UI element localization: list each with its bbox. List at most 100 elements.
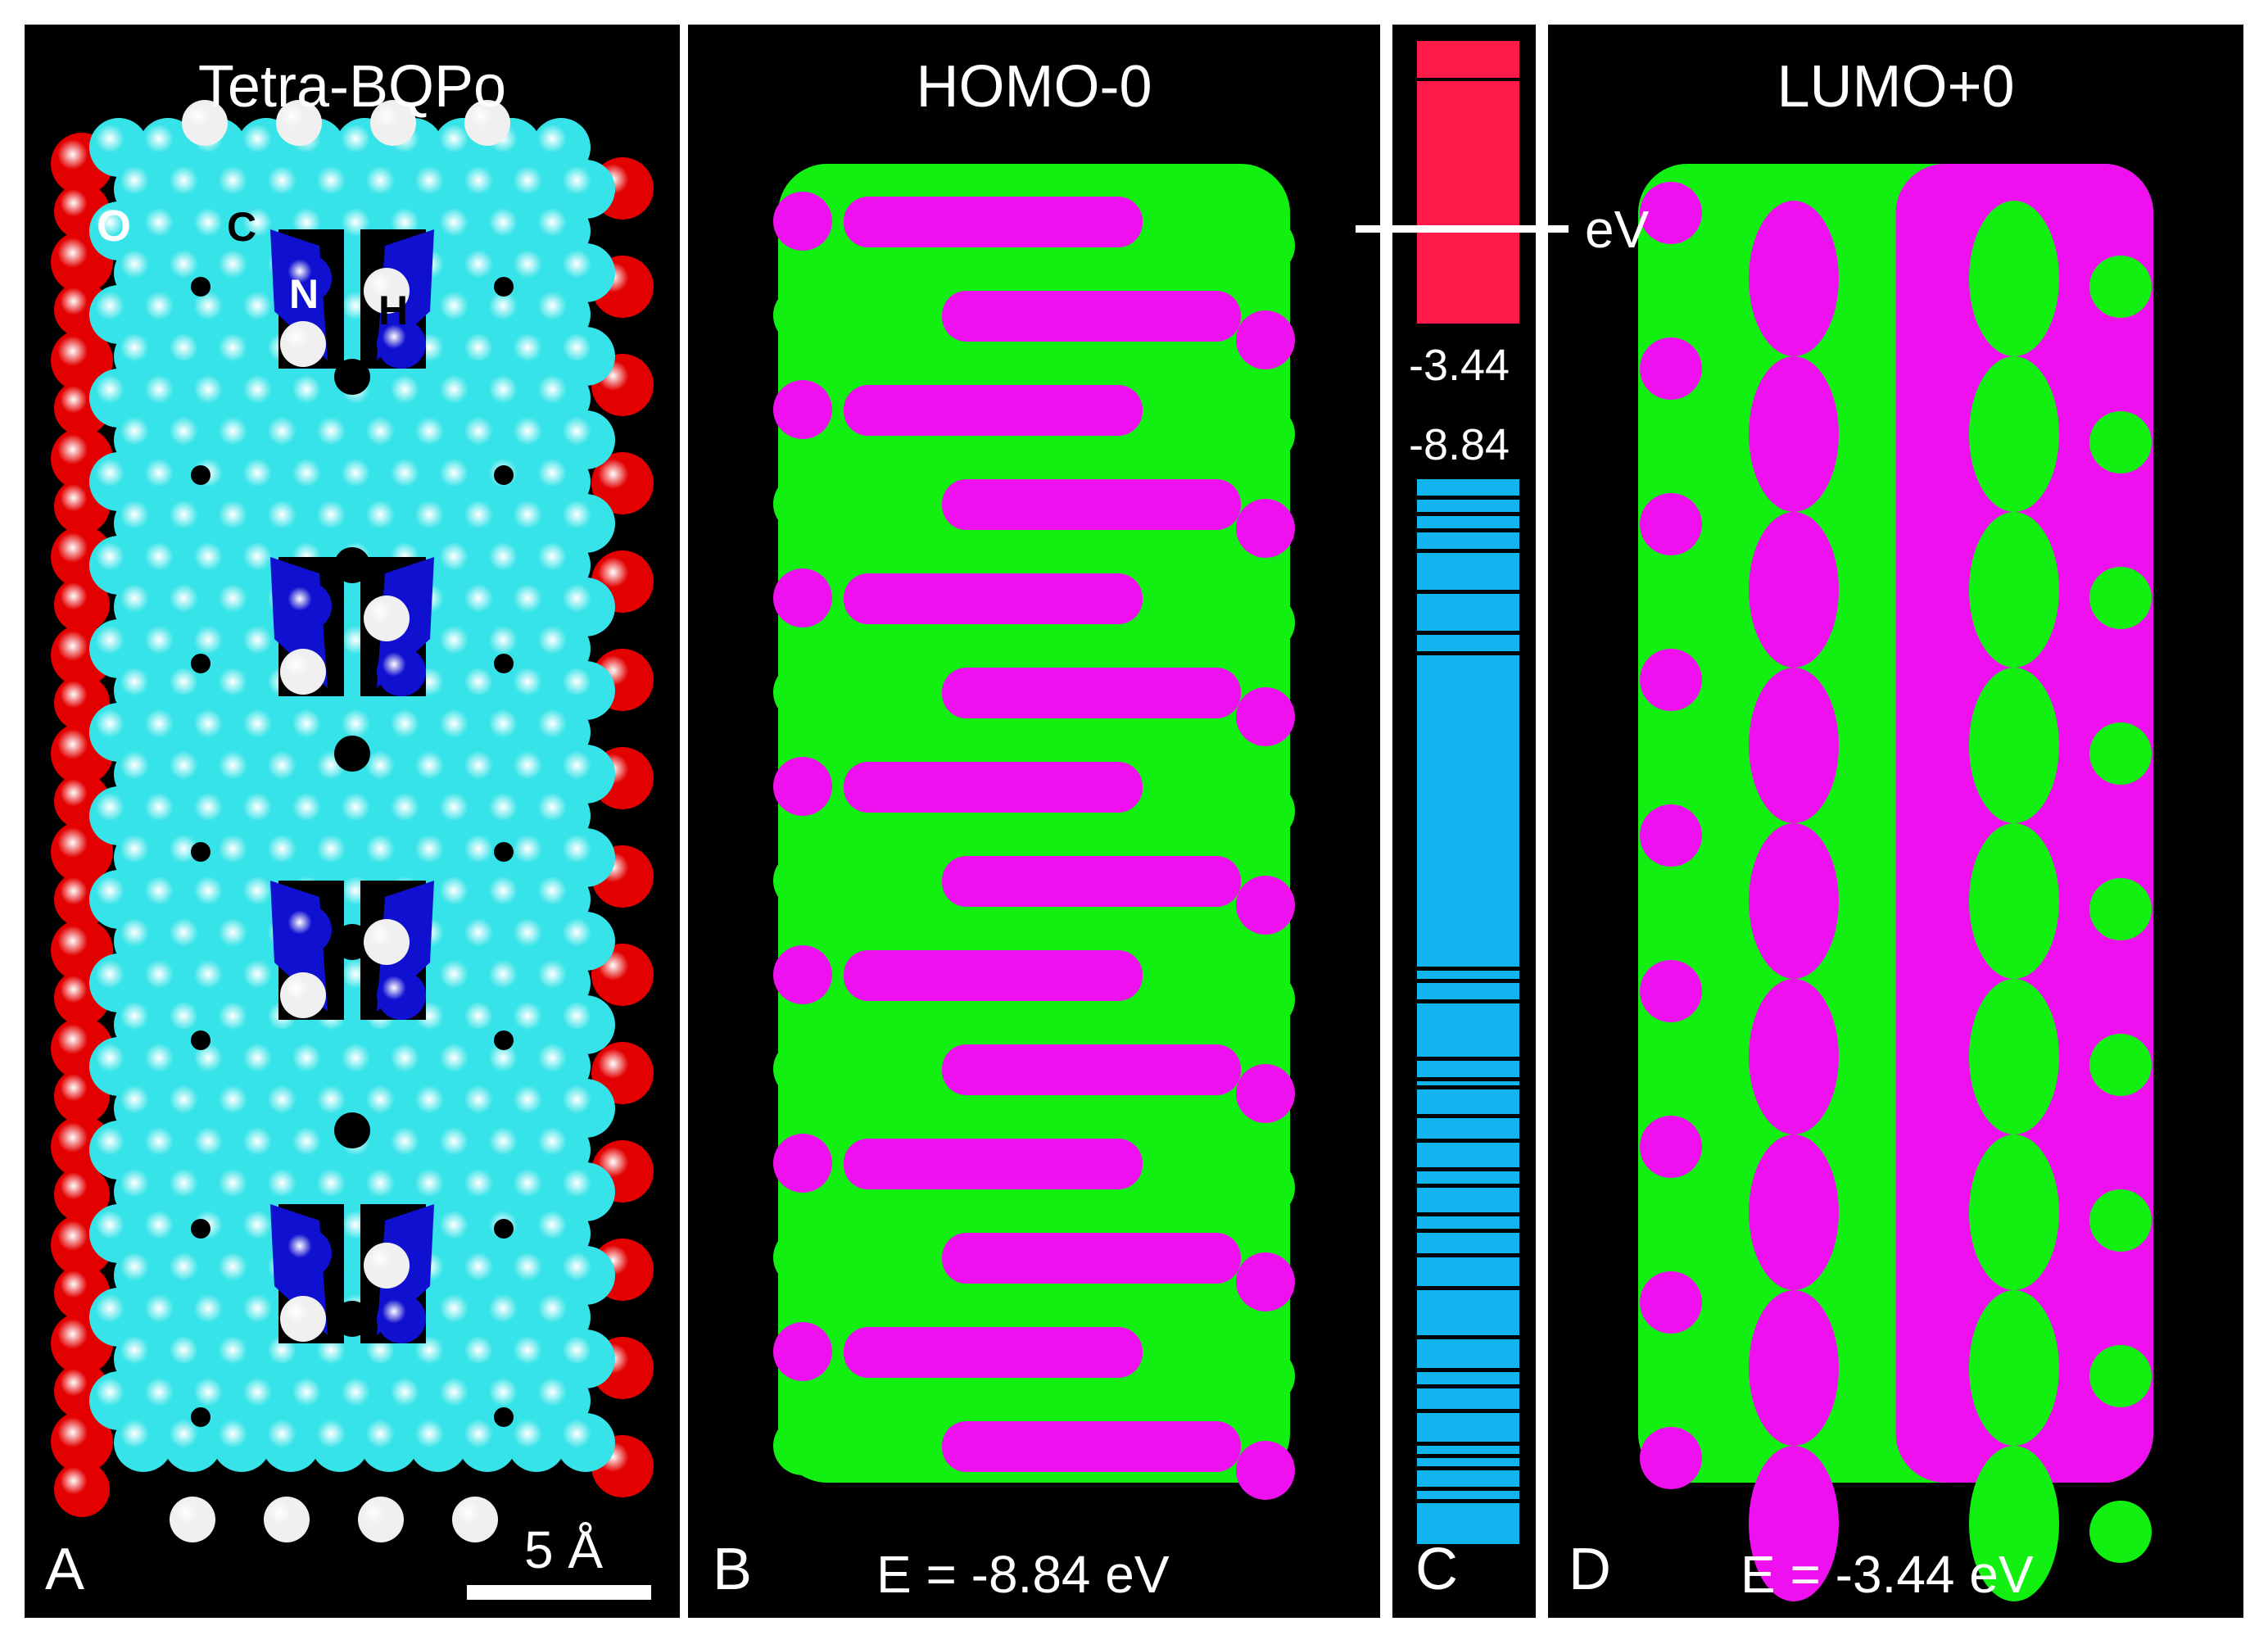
level-line [1417,590,1519,594]
isosurface-lobe [844,197,1143,247]
isosurface-lobe [1749,1135,1839,1290]
carbon-atom [212,1413,271,1472]
isosurface-lobe [2089,1189,2152,1252]
nitrogen-atom [283,254,332,303]
level-line [1417,1335,1519,1339]
pore [191,465,211,485]
hydrogen-atom [182,100,228,146]
hydrogen-atom [170,1497,215,1542]
hydrogen-atom [358,1497,404,1542]
isosurface-lobe [1969,1135,2059,1290]
isosurface-lobe [1749,201,1839,356]
isosurface-lobe [1640,960,1702,1022]
panel-a-letter: A [45,1537,85,1602]
level-line [1417,1114,1519,1118]
hydrogen-atom [364,919,410,965]
isosurface-lobe [1640,493,1702,555]
level-line [1417,1085,1519,1089]
homo-energy-value: -8.84 [1409,420,1510,469]
panel-b-homo: HOMO-0 B E = -8.84 eV [688,25,1380,1618]
pore [334,1112,370,1148]
level-line [1417,78,1519,81]
isosurface-lobe [1236,1252,1295,1311]
level-line [1417,1409,1519,1413]
homo-energy-label: E = -8.84 eV [876,1545,1170,1604]
isosurface-lobe [773,757,832,816]
lumo-energy-value: -3.44 [1409,341,1510,390]
level-line [1417,651,1519,655]
isosurface-lobe [773,851,832,910]
carbon-label: C [227,204,257,250]
isosurface-lobe [773,1322,832,1381]
oxygen-atom [51,329,113,392]
isosurface-lobe [1895,164,2153,1483]
carbon-atom [114,1413,173,1472]
panel-c-levels: -3.44 -8.84 C [1392,25,1536,1618]
pore [494,1219,514,1239]
scale-bar-label: 5 Å [524,1520,604,1579]
hydrogen-atom [364,1243,410,1289]
molecule-model [51,100,654,1542]
isosurface-lobe [1236,970,1295,1029]
isosurface-lobe [844,762,1143,813]
isosurface-lobe [942,668,1241,718]
isosurface-lobe [2089,722,2152,785]
isosurface-lobe [1236,1064,1295,1123]
isosurface-lobe [942,1044,1241,1095]
level-line [1417,1167,1519,1171]
level-line [1417,1442,1519,1446]
hydrogen-atom [364,268,410,314]
pore [494,277,514,297]
oxygen-label: O [97,202,132,251]
level-line [1417,1466,1519,1470]
panel-b-letter: B [713,1537,753,1602]
isosurface-lobe [1640,1116,1702,1178]
isosurface-lobe [942,1421,1241,1472]
isosurface-lobe [2089,1034,2152,1096]
level-line [1417,999,1519,1003]
isosurface-lobe [1236,1158,1295,1217]
isosurface-lobe [2089,1345,2152,1407]
level-line [1417,979,1519,983]
isosurface-lobe [2089,256,2152,318]
zero-energy-line [1356,225,1569,233]
panel-d-lumo: LUMO+0 D E = -3.44 eV [1548,25,2243,1618]
isosurface-body [778,164,1290,1483]
isosurface-lobe [1236,876,1295,935]
carbon-atom [507,1413,566,1472]
pore [191,1407,211,1427]
pore [494,1407,514,1427]
isosurface-lobe [942,1233,1241,1284]
isosurface-lobe [773,945,832,1004]
isosurface-lobe [773,192,832,251]
isosurface-lobe [773,568,832,627]
level-line [1417,528,1519,532]
carbon-atom [310,1413,369,1472]
isosurface-lobe [1749,823,1839,979]
isosurface-lobe [1969,512,2059,668]
isosurface-lobe [2089,411,2152,473]
homo-isosurface [773,164,1295,1500]
oxygen-atom [54,1461,110,1517]
isosurface-lobe [1969,201,2059,356]
isosurface-lobe [2089,567,2152,629]
hydrogen-atom [264,1497,310,1542]
zero-energy-label: 0 [1311,200,1340,259]
level-line [1417,1139,1519,1143]
pore [191,1030,211,1050]
nitrogen-atom [283,905,332,954]
isosurface-lobe [1236,687,1295,746]
level-line [1417,1212,1519,1216]
isosurface-lobe [1969,979,2059,1135]
carbon-atom [458,1413,517,1472]
carbon-atom [409,1413,468,1472]
carbon-atom [556,1413,615,1472]
isosurface-lobe [1969,1290,2059,1446]
pore [191,277,211,297]
nitrogen-atom [377,971,426,1020]
isosurface-lobe [942,479,1241,530]
isosurface-lobe [1749,1290,1839,1446]
hydrogen-atom [364,596,410,641]
isosurface-lobe [2089,878,2152,940]
isosurface-lobe [942,291,1241,342]
